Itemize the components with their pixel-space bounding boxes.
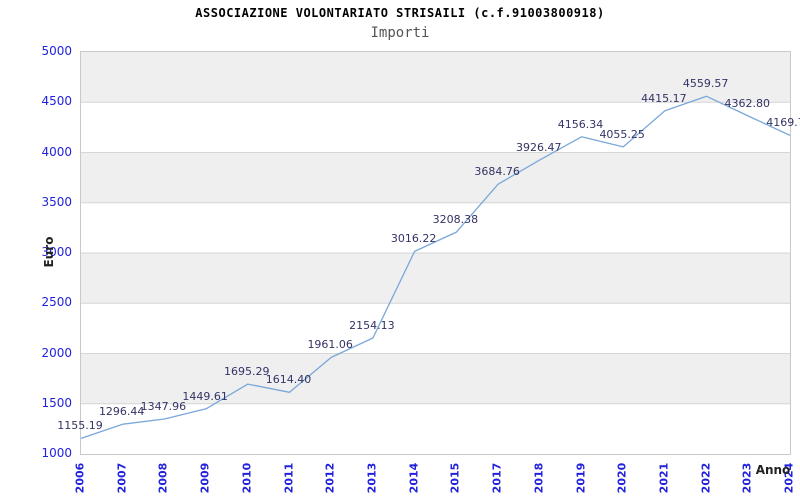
y-tick-label: 4000	[41, 144, 72, 159]
x-tick-label: 2015	[448, 462, 462, 494]
series-line	[80, 95, 791, 440]
data-point-label: 1614.40	[265, 373, 312, 387]
data-point-label: 3016.22	[390, 232, 437, 246]
y-tick-label: 2000	[41, 345, 72, 360]
data-point-label: 4362.80	[724, 97, 771, 110]
y-tick-label: 2500	[41, 295, 72, 310]
line-chart-svg	[80, 95, 791, 440]
x-tick-label: 2010	[240, 462, 254, 494]
data-point-label: 3208.38	[432, 213, 479, 227]
chart-subtitle: Importi	[370, 25, 430, 41]
x-tick-label: 2014	[407, 462, 421, 494]
data-point-label: 3926.47	[516, 140, 562, 154]
y-tick-label: 4500	[41, 94, 72, 109]
data-point-label: 4559.57	[682, 77, 729, 91]
y-tick-label: 5000	[41, 44, 72, 58]
data-point-label: 4169.70	[766, 116, 800, 130]
data-point-label: 1347.96	[140, 400, 187, 413]
data-point-label: 3684.76	[474, 165, 520, 179]
y-tick-label: 1000	[41, 446, 72, 460]
x-tick-label: 2017	[490, 462, 504, 494]
plot-area	[80, 51, 791, 455]
x-tick-label: 2019	[574, 462, 587, 494]
data-point-label: 1449.61	[182, 389, 228, 403]
x-tick-label: 2021	[657, 462, 671, 494]
data-point-label: 1961.06	[307, 338, 353, 352]
y-tick-label: 3500	[41, 194, 72, 209]
data-point-label: 1155.19	[57, 419, 103, 433]
x-tick-label: 2013	[365, 462, 379, 494]
x-tick-label: 2023	[740, 462, 754, 494]
data-point-label: 4055.25	[599, 127, 645, 141]
x-tick-label: 2008	[156, 462, 170, 494]
y-tick-label: 1500	[41, 395, 72, 410]
x-tick-label: 2020	[615, 462, 629, 494]
y-tick-label: 3000	[41, 245, 72, 259]
x-tick-label: 2011	[282, 462, 295, 494]
x-tick-label: 2012	[323, 462, 337, 494]
x-axis-title: Anno	[755, 463, 791, 477]
data-point-label: 1695.29	[224, 365, 270, 379]
x-tick-label: 2009	[198, 462, 212, 494]
x-tick-label: 2022	[699, 462, 713, 494]
data-point-label: 4156.34	[557, 117, 604, 131]
chart-title: ASSOCIAZIONE VOLONTARIATO STRISAILI (c.f…	[195, 6, 605, 20]
y-axis-title: Euro	[42, 236, 56, 268]
data-point-label: 1296.44	[98, 405, 145, 419]
x-tick-label: 2007	[115, 462, 129, 494]
data-point-label: 2154.13	[349, 319, 395, 332]
x-tick-label: 2018	[532, 462, 546, 494]
data-point-label: 4415.17	[641, 91, 687, 105]
x-tick-label: 2006	[73, 462, 87, 494]
